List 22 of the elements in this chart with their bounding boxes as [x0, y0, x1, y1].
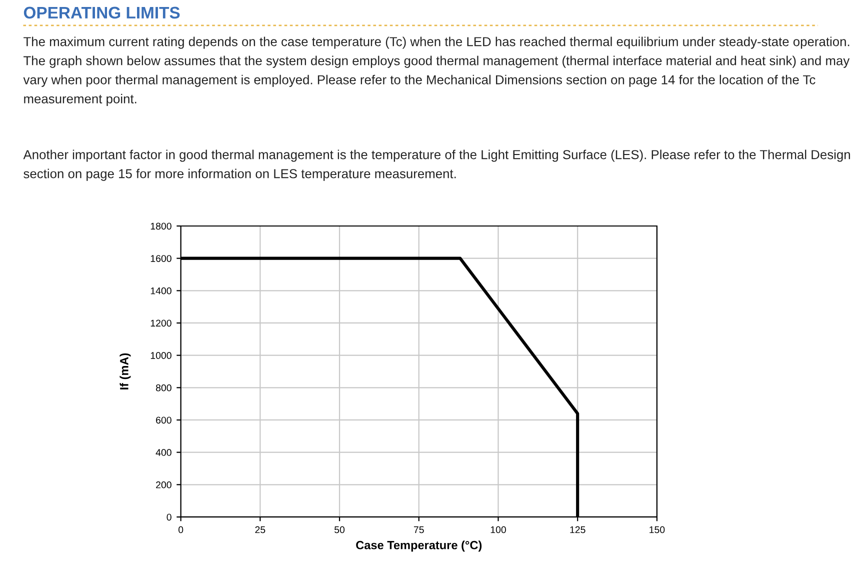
- y-tick-label: 800: [156, 384, 172, 392]
- x-tick-label: 50: [334, 526, 345, 534]
- y-tick-label: 0: [166, 514, 172, 521]
- y-tick-label: 1200: [150, 320, 172, 327]
- y-tick-label: 1000: [150, 352, 172, 359]
- y-tick-label: 1800: [150, 222, 172, 230]
- text: Another important factor in good thermal management is the temperature of the Light Emitting Surface (LES). Please refer to the Thermal Design section on page 15 for more information on LES temperature measurement.: [23, 150, 850, 181]
- y-tick-label: 400: [156, 449, 172, 456]
- y-tick-label: 600: [156, 416, 172, 424]
- x-tick-label: 25: [255, 526, 266, 534]
- x-tick-label: 150: [650, 526, 665, 534]
- chart-title: OPERATING LIMITS: [24, 6, 180, 19]
- y-axis-title: If (mA): [120, 353, 131, 390]
- x-tick-label: 100: [490, 526, 506, 534]
- x-tick-label: 75: [414, 526, 424, 534]
- y-tick-label: 1400: [150, 287, 172, 294]
- x-tick-label: 0: [178, 526, 184, 534]
- y-tick-label: 1600: [150, 255, 172, 262]
- x-axis-title: Case Temperature (°C): [356, 540, 482, 552]
- x-tick-label: 125: [570, 526, 586, 534]
- y-tick-label: 200: [156, 481, 172, 488]
- text: The maximum current rating depends on the case temperature (Tc) when the LED has reached thermal equilibrium under steady-state operation. The graph shown below assumes that the system design employs good thermal management (thermal interface material and heat sink) and may vary when poor thermal management is employed. Please refer to the Mechanical Dimensions section on page 14 for the location of the Tc measurement point.: [23, 36, 850, 106]
